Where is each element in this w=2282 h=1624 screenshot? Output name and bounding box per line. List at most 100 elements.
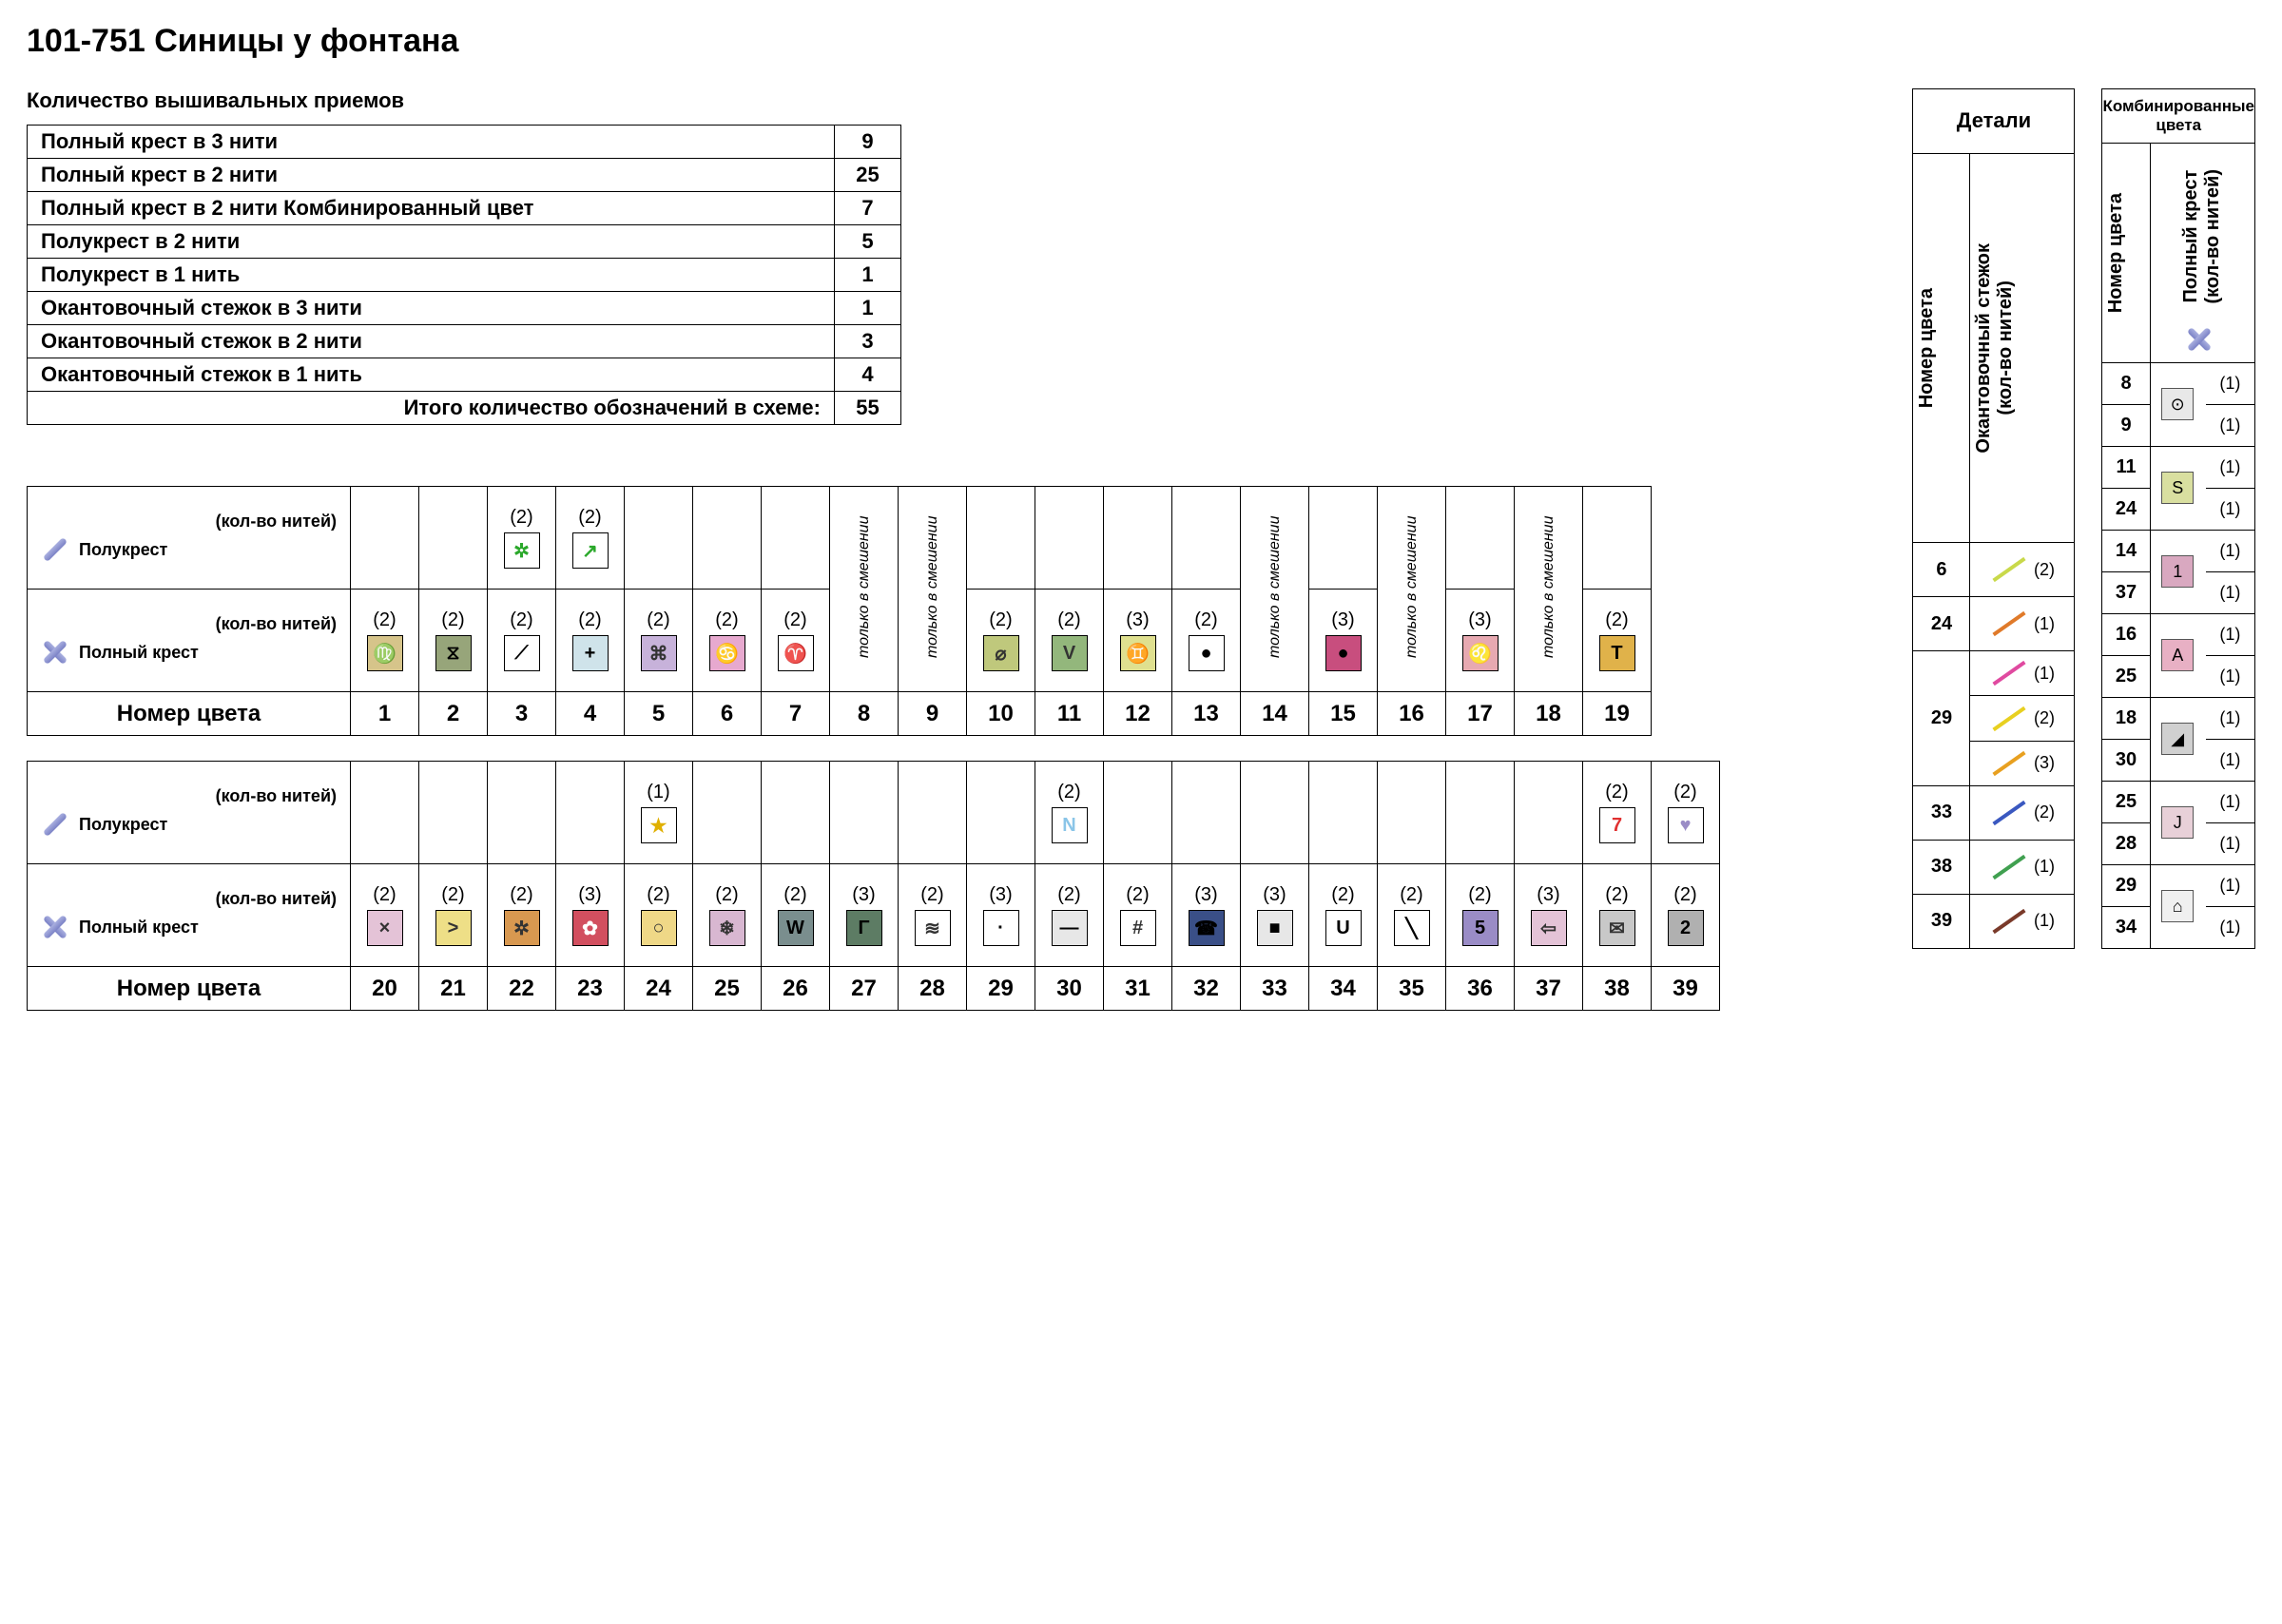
- mix-only-cell: только в смешении: [899, 487, 967, 692]
- color-number: 35: [1378, 967, 1446, 1011]
- empty-cell: [1309, 762, 1378, 864]
- empty-cell: [488, 762, 556, 864]
- color-number: 30: [1035, 967, 1104, 1011]
- combi-paren: (1): [2205, 571, 2254, 613]
- row-num-label: Номер цвета: [28, 967, 351, 1011]
- combi-num: 25: [2102, 655, 2150, 697]
- color-number: 11: [1035, 692, 1104, 736]
- empty-cell: [1446, 762, 1515, 864]
- row-label: (кол-во нитей) Полукрест: [28, 762, 351, 864]
- symbol-cell: (2) ╲: [1378, 864, 1446, 967]
- summary-row-value: 1: [835, 292, 901, 325]
- combi-symbol: J: [2150, 781, 2205, 864]
- combi-symbol: ◢: [2150, 697, 2205, 781]
- combi-paren: (1): [2205, 362, 2254, 404]
- color-number: 26: [762, 967, 830, 1011]
- color-number: 32: [1172, 967, 1241, 1011]
- summary-row-value: 25: [835, 159, 901, 192]
- detail-swatch: (2): [1970, 696, 2075, 741]
- color-number: 36: [1446, 967, 1515, 1011]
- color-number: 39: [1652, 967, 1720, 1011]
- mix-only-cell: только в смешении: [830, 487, 899, 692]
- detail-swatch: (2): [1970, 543, 2075, 597]
- summary-total-value: 55: [835, 392, 901, 425]
- empty-cell: [967, 487, 1035, 590]
- symbol-cell: (2) ✲: [488, 864, 556, 967]
- detail-swatch: (3): [1970, 741, 2075, 785]
- summary-total-label: Итого количество обозначений в схеме:: [28, 392, 835, 425]
- color-number: 2: [419, 692, 488, 736]
- color-number: 13: [1172, 692, 1241, 736]
- combi-paren: (1): [2205, 530, 2254, 571]
- color-number: 4: [556, 692, 625, 736]
- symbol-cell: (3) ✿: [556, 864, 625, 967]
- combi-paren: (1): [2205, 655, 2254, 697]
- summary-row-label: Окантовочный стежок в 2 нити: [28, 325, 835, 358]
- details-col1: Номер цвета: [1914, 271, 1940, 425]
- symbol-cell: (2) 2: [1652, 864, 1720, 967]
- summary-row-value: 4: [835, 358, 901, 392]
- combi-paren: (1): [2205, 613, 2254, 655]
- summary-row-label: Окантовочный стежок в 3 нити: [28, 292, 835, 325]
- combi-paren: (1): [2205, 822, 2254, 864]
- color-number: 14: [1241, 692, 1309, 736]
- combi-paren: (1): [2205, 446, 2254, 488]
- detail-num: 33: [1913, 786, 1970, 841]
- combi-paren: (1): [2205, 404, 2254, 446]
- summary-row-label: Полный крест в 3 нити: [28, 126, 835, 159]
- combi-num: 9: [2102, 404, 2150, 446]
- detail-num: 24: [1913, 597, 1970, 651]
- symbol-cell: (2) W: [762, 864, 830, 967]
- symbol-cell: (2) ≋: [899, 864, 967, 967]
- symbol-cell: (2) T: [1583, 590, 1652, 692]
- details-table: Детали Номер цвета Окантовочный стежок(к…: [1912, 88, 2075, 949]
- symbol-cell: (2) U: [1309, 864, 1378, 967]
- detail-num: 38: [1913, 840, 1970, 894]
- symbol-cell: (2) ×: [351, 864, 419, 967]
- empty-cell: [1446, 487, 1515, 590]
- combi-num: 29: [2102, 864, 2150, 906]
- combi-symbol: 1: [2150, 530, 2205, 613]
- detail-num: 39: [1913, 894, 1970, 948]
- empty-cell: [762, 762, 830, 864]
- detail-num: 6: [1913, 543, 1970, 597]
- summary-row-label: Полный крест в 2 нити Комбинированный цв…: [28, 192, 835, 225]
- color-number: 1: [351, 692, 419, 736]
- symbol-cell: (2) 5: [1446, 864, 1515, 967]
- empty-cell: [1035, 487, 1104, 590]
- combi-num: 37: [2102, 571, 2150, 613]
- color-number: 7: [762, 692, 830, 736]
- row-num-label: Номер цвета: [28, 692, 351, 736]
- combi-header: Комбинированные цвета: [2102, 89, 2255, 144]
- combi-paren: (1): [2205, 488, 2254, 530]
- empty-cell: [1172, 762, 1241, 864]
- row-label: (кол-во нитей) Полукрест: [28, 487, 351, 590]
- empty-cell: [1104, 762, 1172, 864]
- combi-table: Комбинированные цвета Номер цвета Полный…: [2101, 88, 2255, 949]
- summary-row-value: 3: [835, 325, 901, 358]
- detail-swatch: (1): [1970, 894, 2075, 948]
- combi-num: 18: [2102, 697, 2150, 739]
- color-number: 10: [967, 692, 1035, 736]
- empty-cell: [762, 487, 830, 590]
- symbol-cell: (2) ↗: [556, 487, 625, 590]
- summary-row-label: Полный крест в 2 нити: [28, 159, 835, 192]
- symbol-cell: (2) ♈: [762, 590, 830, 692]
- mix-only-cell: только в смешении: [1515, 487, 1583, 692]
- empty-cell: [625, 487, 693, 590]
- symbol-cell: (2) ❄: [693, 864, 762, 967]
- color-number: 3: [488, 692, 556, 736]
- empty-cell: [419, 487, 488, 590]
- details-col2: Окантовочный стежок(кол-во нитей): [1971, 226, 2019, 471]
- summary-row-label: Окантовочный стежок в 1 нить: [28, 358, 835, 392]
- detail-swatch: (1): [1970, 597, 2075, 651]
- color-number: 15: [1309, 692, 1378, 736]
- empty-cell: [1172, 487, 1241, 590]
- combi-paren: (1): [2205, 781, 2254, 822]
- color-number: 5: [625, 692, 693, 736]
- symbol-cell: (3) ⇦: [1515, 864, 1583, 967]
- symbol-cell: (2) V: [1035, 590, 1104, 692]
- mix-only-cell: только в смешении: [1241, 487, 1309, 692]
- empty-cell: [830, 762, 899, 864]
- color-number: 19: [1583, 692, 1652, 736]
